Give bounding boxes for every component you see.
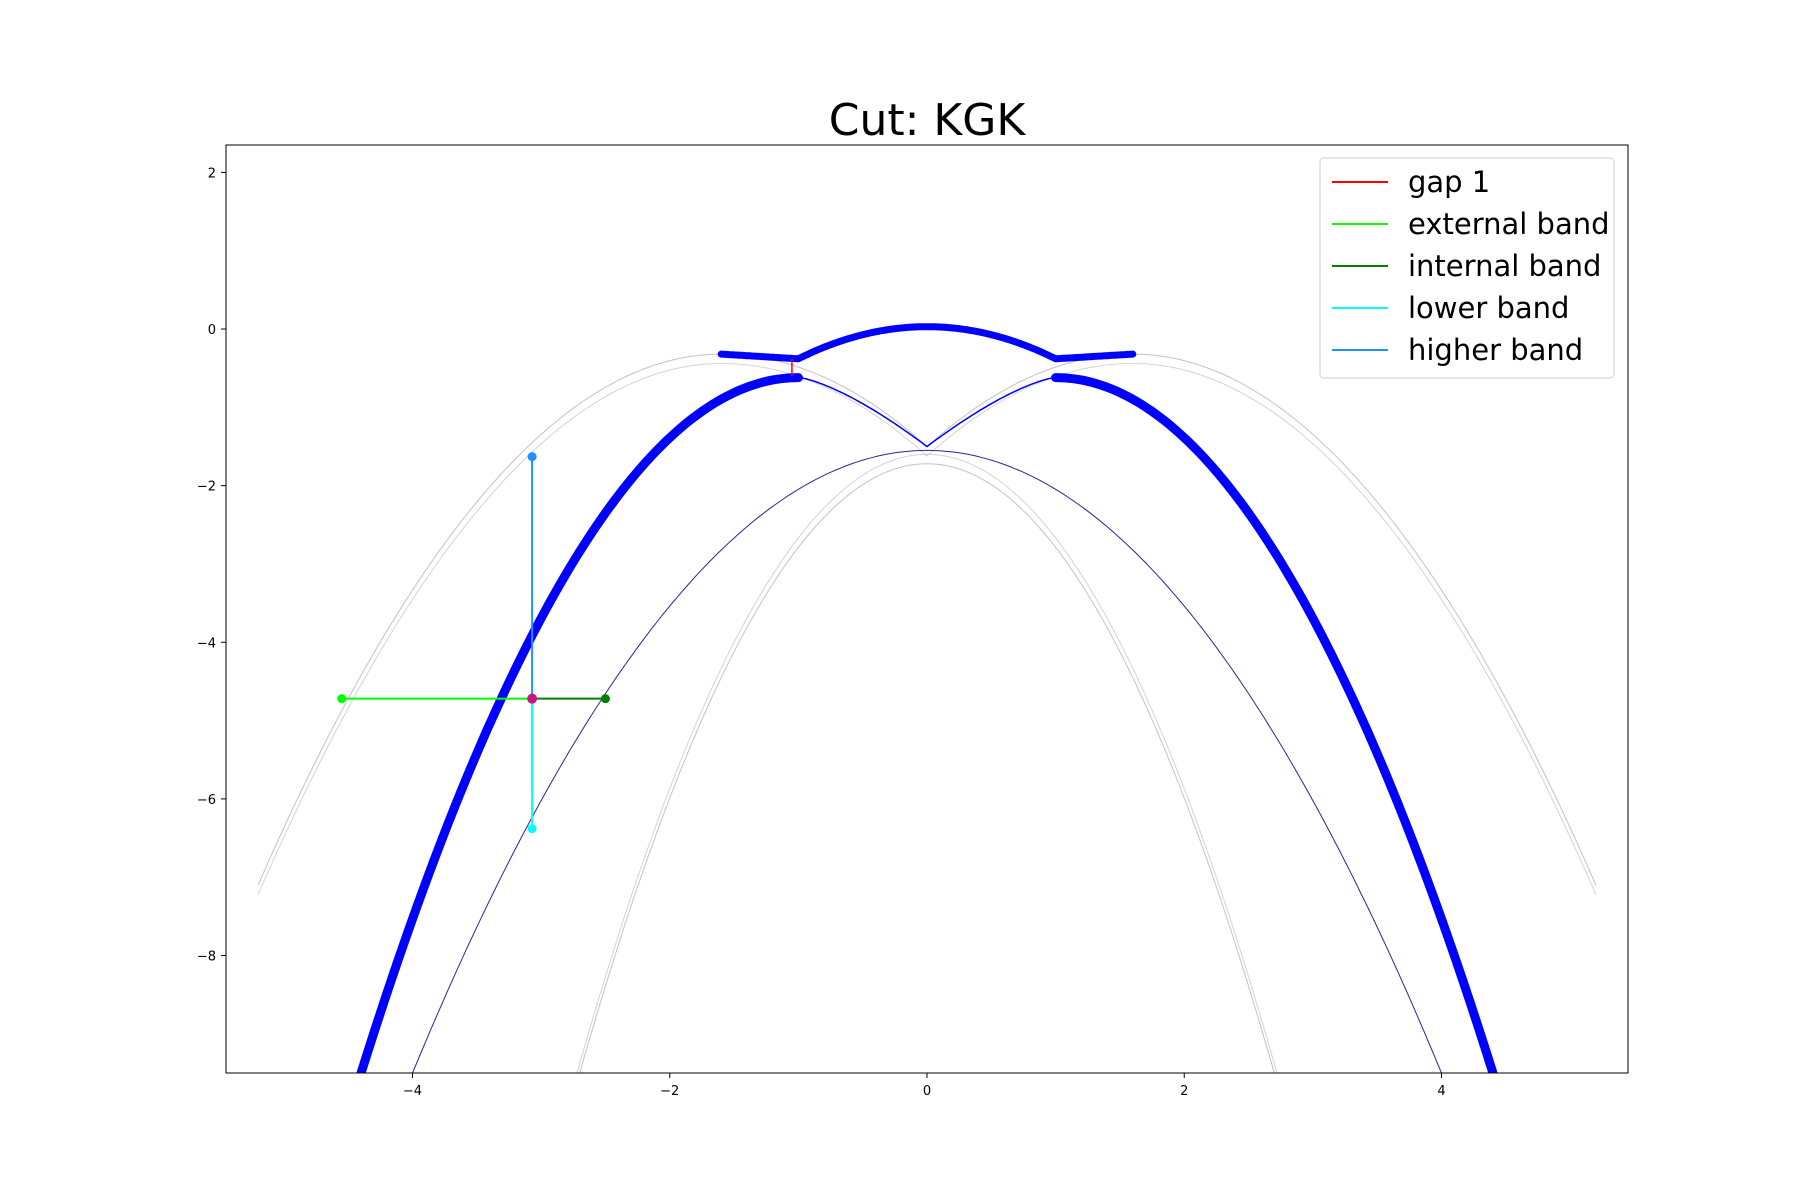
outer-faint-band-right-a: [926, 353, 1597, 886]
legend-label: internal band: [1408, 249, 1601, 283]
y-tick-label: 2: [208, 166, 216, 181]
y-tick-label: −4: [197, 636, 216, 651]
axis-ticks: −4 −2 0 2 4 2 0 −2 −4 −6 −8: [197, 166, 1446, 1099]
internal-band-point: [600, 694, 610, 704]
higher-band-point: [527, 452, 537, 462]
x-tick-label: 0: [923, 1084, 931, 1099]
legend-label: lower band: [1408, 291, 1569, 325]
main-band-left: [356, 373, 803, 1073]
main-band-right: [1051, 373, 1498, 1073]
y-tick-label: −6: [197, 793, 216, 808]
chart-title: Cut: KGK: [829, 95, 1027, 146]
top-band: [717, 323, 1137, 363]
legend-box: [1319, 157, 1615, 379]
legend-label: external band: [1408, 207, 1610, 241]
outer-faint-band-right-b: [926, 363, 1597, 895]
y-tick-label: −2: [197, 480, 216, 495]
x-tick-label: 2: [1180, 1084, 1188, 1099]
main-band-inner-right: [926, 376, 1057, 448]
x-tick-label: 4: [1437, 1084, 1445, 1099]
bands-layer: [257, 323, 1597, 1073]
main-band-inner-left: [797, 376, 928, 448]
inner-faint-band-a: [579, 463, 1275, 1073]
legend: gap 1 external band internal band lower ban…: [1319, 157, 1615, 379]
legend-label: higher band: [1408, 333, 1583, 367]
outer-faint-band-left-b: [257, 363, 928, 895]
x-tick-label: −2: [660, 1084, 679, 1099]
thin-band: [411, 449, 1443, 1073]
x-tick-label: −4: [403, 1084, 422, 1099]
external-band-point: [337, 694, 347, 704]
y-tick-label: 0: [208, 323, 216, 338]
markers-layer: [337, 358, 793, 834]
center-point: [527, 693, 538, 704]
y-tick-label: −8: [197, 950, 216, 965]
outer-faint-band-left-a: [257, 353, 928, 886]
lower-band-point: [527, 824, 537, 834]
legend-label: gap 1: [1408, 165, 1490, 199]
inner-faint-band-b: [576, 453, 1278, 1073]
